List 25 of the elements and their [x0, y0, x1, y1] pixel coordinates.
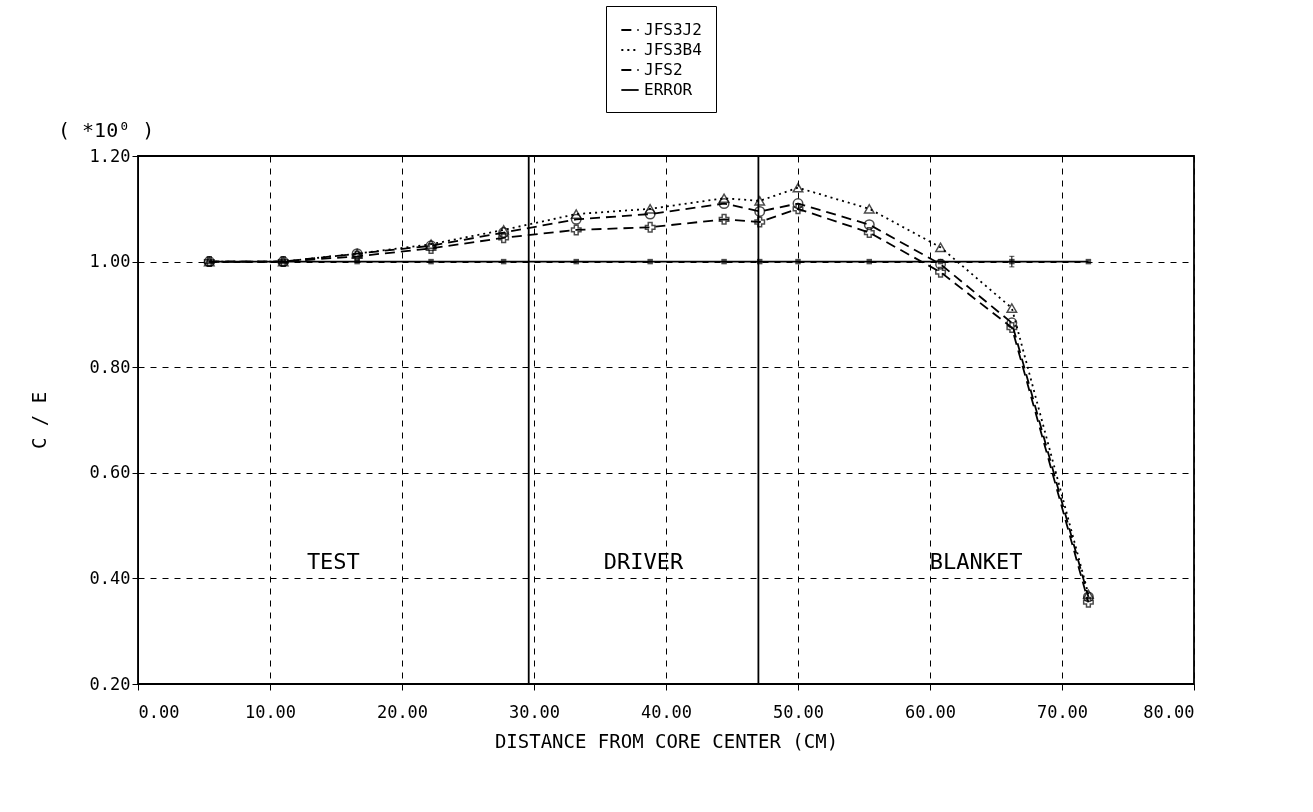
x-tick-label: 10.00	[244, 701, 297, 722]
legend-label: ERROR	[644, 80, 693, 99]
y-axis-title: C / E	[27, 391, 50, 450]
x-tick-label: 80.00	[1143, 701, 1195, 722]
x-tick-label: 20.00	[376, 701, 429, 722]
y-tick-label: 0.60	[89, 462, 131, 483]
text: ( *10⁰ )	[58, 118, 155, 142]
annotation: TEST	[306, 549, 360, 574]
legend-label: JFS3J2	[644, 20, 702, 39]
y-tick-label: 0.80	[89, 356, 131, 377]
x-tick-label: 60.00	[904, 701, 957, 722]
x-axis-title: DISTANCE FROM CORE CENTER (CM)	[494, 729, 839, 752]
x-tick-label: 0.00	[138, 701, 180, 722]
x-tick-label: 30.00	[508, 701, 561, 722]
y-tick-label: 0.20	[89, 673, 131, 694]
y-tick-label: 1.20	[89, 145, 131, 166]
annotation: DRIVER	[603, 549, 685, 574]
x-tick-label: 50.00	[772, 701, 825, 722]
x-tick-label: 40.00	[640, 701, 693, 722]
legend-label: JFS3B4	[644, 40, 702, 59]
y-tick-label: 0.40	[89, 567, 131, 588]
y-tick-label: 1.00	[89, 251, 131, 272]
annotation: BLANKET	[929, 549, 1023, 574]
x-tick-label: 70.00	[1036, 701, 1089, 722]
legend-label: JFS2	[644, 60, 683, 79]
